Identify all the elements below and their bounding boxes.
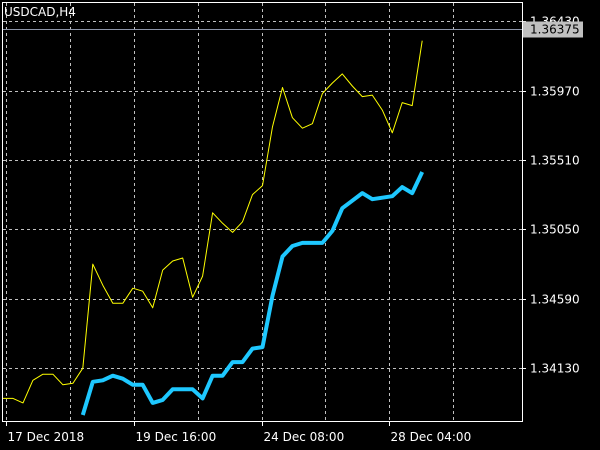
y-tick-label: 1.35510 <box>530 154 580 168</box>
x-tick-label: 24 Dec 08:00 <box>264 430 345 444</box>
y-tick-label: 1.35050 <box>530 223 580 237</box>
grid <box>3 3 522 421</box>
y-tick-label: 1.34590 <box>530 293 580 307</box>
current-price-label: 1.36375 <box>530 23 580 37</box>
series-line-indicator <box>80 171 425 416</box>
y-tick-label: 1.35970 <box>530 85 580 99</box>
y-tick-label: 1.34130 <box>530 362 580 376</box>
axis-labels: 1.364301.359701.355101.350501.345901.341… <box>6 15 583 444</box>
series-layer <box>3 40 425 416</box>
x-tick-label: 17 Dec 2018 <box>8 430 85 444</box>
x-tick-label: 28 Dec 04:00 <box>391 430 472 444</box>
current-price-box <box>523 21 583 38</box>
series-line-price <box>3 40 423 404</box>
chart-title: USDCAD,H4 <box>4 5 76 19</box>
x-tick-label: 19 Dec 16:00 <box>136 430 217 444</box>
